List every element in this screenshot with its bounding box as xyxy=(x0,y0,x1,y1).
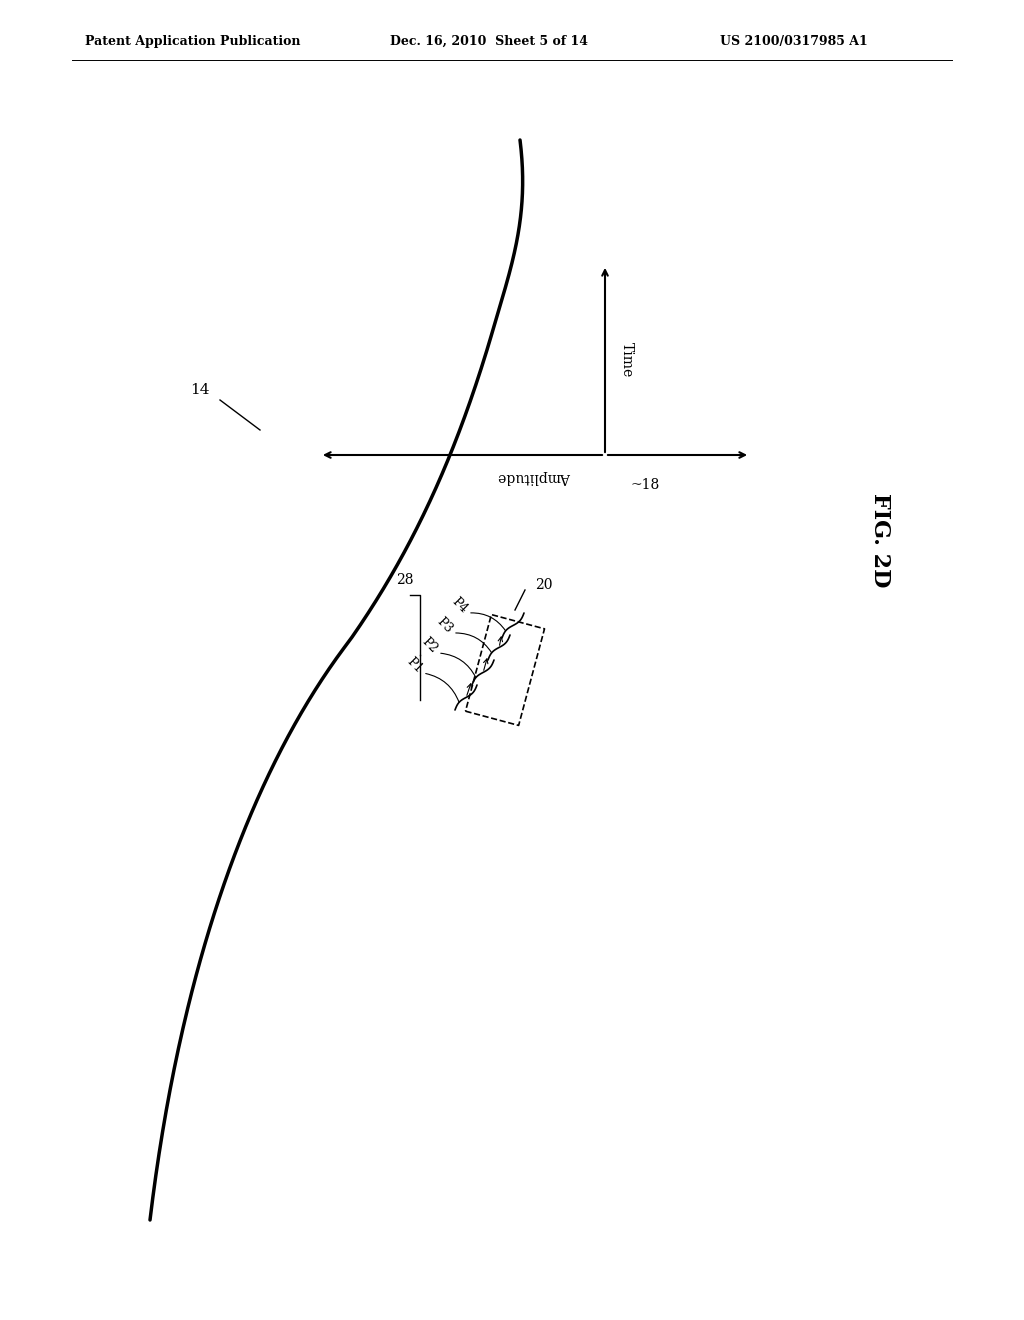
Text: 20: 20 xyxy=(535,578,553,591)
Text: 28: 28 xyxy=(396,573,414,587)
Text: P4: P4 xyxy=(450,594,470,615)
Text: FIG. 2D: FIG. 2D xyxy=(869,492,891,587)
Text: ~18: ~18 xyxy=(630,478,659,492)
Text: Dec. 16, 2010  Sheet 5 of 14: Dec. 16, 2010 Sheet 5 of 14 xyxy=(390,36,588,48)
Text: 14: 14 xyxy=(190,383,210,397)
Text: US 2100/0317985 A1: US 2100/0317985 A1 xyxy=(720,36,867,48)
Text: P1: P1 xyxy=(404,655,425,676)
Text: Time: Time xyxy=(620,342,634,378)
Text: Amplitude: Amplitude xyxy=(499,470,571,484)
Text: P2: P2 xyxy=(420,635,440,656)
Text: P3: P3 xyxy=(434,615,456,635)
Text: Patent Application Publication: Patent Application Publication xyxy=(85,36,300,48)
